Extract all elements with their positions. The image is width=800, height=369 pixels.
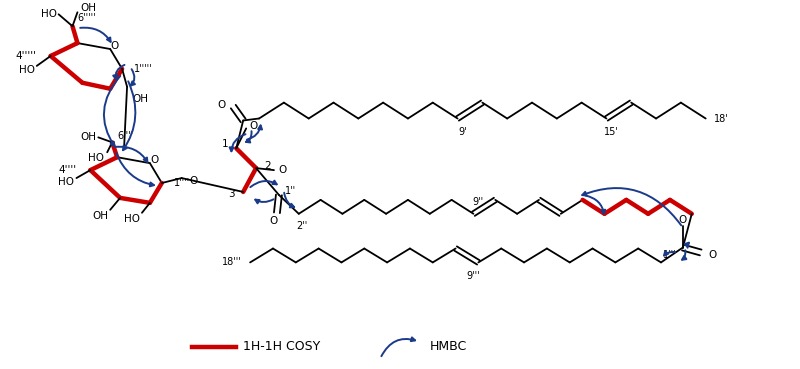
Text: 18': 18' [714, 114, 728, 124]
Text: 6''''': 6''''' [78, 13, 96, 23]
Text: HMBC: HMBC [430, 340, 467, 353]
Text: 9'': 9'' [473, 197, 484, 207]
Text: HO: HO [124, 214, 140, 224]
Text: OH: OH [92, 211, 108, 221]
Text: OH: OH [80, 132, 96, 142]
Text: 6'''': 6'''' [117, 131, 134, 141]
Text: 18''': 18''' [222, 258, 242, 268]
Text: 1'''': 1'''' [174, 178, 190, 188]
Text: O: O [150, 155, 158, 165]
Text: OH: OH [132, 94, 148, 104]
Text: HO: HO [18, 65, 34, 75]
Text: O: O [270, 216, 278, 226]
Text: O: O [249, 121, 258, 131]
Text: 2: 2 [264, 161, 270, 171]
Text: 2'': 2'' [296, 221, 307, 231]
Text: 4'''': 4'''' [58, 165, 77, 175]
Text: O: O [190, 176, 198, 186]
Text: O: O [709, 251, 717, 261]
Text: 1'': 1'' [285, 186, 296, 196]
Text: 3: 3 [229, 189, 235, 199]
Text: OH: OH [81, 3, 97, 13]
Text: 1''': 1''' [663, 251, 677, 261]
Text: O: O [217, 100, 226, 110]
Text: 9': 9' [458, 127, 467, 137]
Text: 1H-1H COSY: 1H-1H COSY [243, 340, 321, 353]
Text: HO: HO [41, 9, 57, 19]
Text: 9''': 9''' [466, 271, 480, 281]
Text: O: O [110, 41, 118, 51]
Text: 15': 15' [604, 127, 619, 137]
Text: 1: 1 [222, 139, 228, 149]
Text: O: O [678, 215, 687, 225]
Text: HO: HO [58, 177, 74, 187]
Text: O: O [278, 165, 286, 175]
Text: HO: HO [88, 153, 104, 163]
Text: 1''''': 1''''' [134, 64, 153, 74]
Text: 4''''': 4''''' [16, 51, 37, 61]
